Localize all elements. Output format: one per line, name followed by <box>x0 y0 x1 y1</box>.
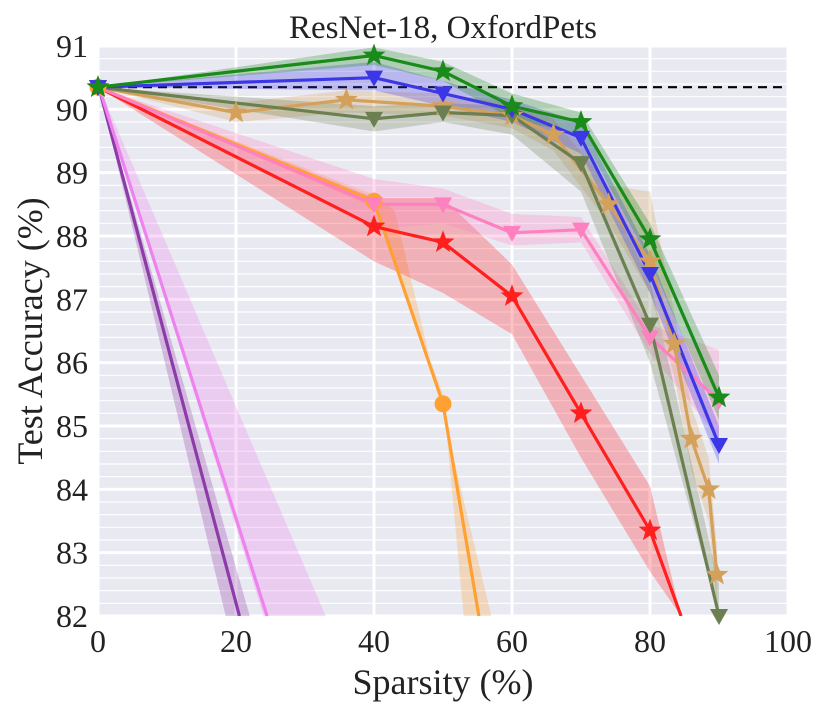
marker-tan <box>597 192 620 214</box>
marker-blue <box>365 70 383 87</box>
marker-olive <box>365 111 383 128</box>
marker-olive <box>572 156 590 173</box>
marker-blue <box>434 86 452 103</box>
marker-red <box>638 518 662 541</box>
marker-tan <box>680 426 703 449</box>
confidence-bands <box>98 47 719 616</box>
y-tick-label: 89 <box>56 155 88 191</box>
marker-tan <box>335 87 358 110</box>
marker-tan <box>431 94 455 116</box>
marker-green <box>569 110 593 132</box>
x-tick-label: 40 <box>358 623 390 659</box>
marker-tan <box>638 249 662 271</box>
marker-tan <box>542 122 565 145</box>
marker-orange <box>434 395 452 413</box>
line-violet <box>98 83 269 616</box>
band-red <box>98 87 682 616</box>
x-tick-label: 100 <box>764 623 812 659</box>
marker-blue <box>641 267 659 283</box>
marker-red <box>431 230 455 252</box>
band-pink <box>98 87 719 439</box>
marker-olive <box>434 105 452 122</box>
marker-pink <box>434 197 452 214</box>
marker-green <box>86 75 110 97</box>
marker-red <box>569 401 593 423</box>
marker-olive <box>710 609 728 625</box>
marker-green <box>362 43 386 66</box>
marker-green <box>500 94 524 116</box>
marker-green <box>638 227 662 249</box>
marker-pink <box>503 225 521 242</box>
band-violet <box>98 84 326 616</box>
y-tick-label: 83 <box>56 535 88 571</box>
band-orange <box>98 87 492 616</box>
y-tick-label: 86 <box>56 345 88 381</box>
marker-tan <box>697 477 721 499</box>
tick-labels: 0 20 40 60 80 100 82 83 84 85 86 87 88 89 90 91 <box>56 28 812 659</box>
marker-pink <box>572 222 590 239</box>
y-tick-label: 85 <box>56 408 88 444</box>
series-markers <box>86 43 731 625</box>
y-tick-label: 91 <box>56 28 88 64</box>
marker-blue <box>710 438 728 454</box>
marker-tan <box>662 331 686 354</box>
y-tick-label: 90 <box>56 91 88 127</box>
grid <box>96 44 790 618</box>
y-tick-label: 82 <box>56 598 88 634</box>
y-axis-title: Test Accuracy (%) <box>10 197 50 464</box>
y-tick-label: 84 <box>56 471 88 507</box>
x-axis-title: Sparsity (%) <box>353 662 534 702</box>
band-purple <box>98 84 250 616</box>
marker-tan <box>705 562 729 585</box>
marker-red <box>500 284 524 306</box>
y-tick-label: 88 <box>56 218 88 254</box>
x-tick-label: 80 <box>634 623 666 659</box>
marker-green <box>707 385 731 408</box>
marker-olive <box>641 317 659 334</box>
line-purple <box>98 83 241 616</box>
marker-green <box>431 59 455 81</box>
y-tick-label: 87 <box>56 281 88 317</box>
marker-blue <box>572 130 590 147</box>
x-tick-label: 20 <box>220 623 252 659</box>
marker-pink <box>365 197 383 214</box>
chart-title: ResNet-18, OxfordPets <box>289 10 597 46</box>
marker-red <box>362 214 386 237</box>
x-tick-label: 0 <box>90 623 106 659</box>
x-tick-label: 60 <box>496 623 528 659</box>
marker-tan <box>224 100 248 123</box>
marker-pink <box>641 330 659 347</box>
